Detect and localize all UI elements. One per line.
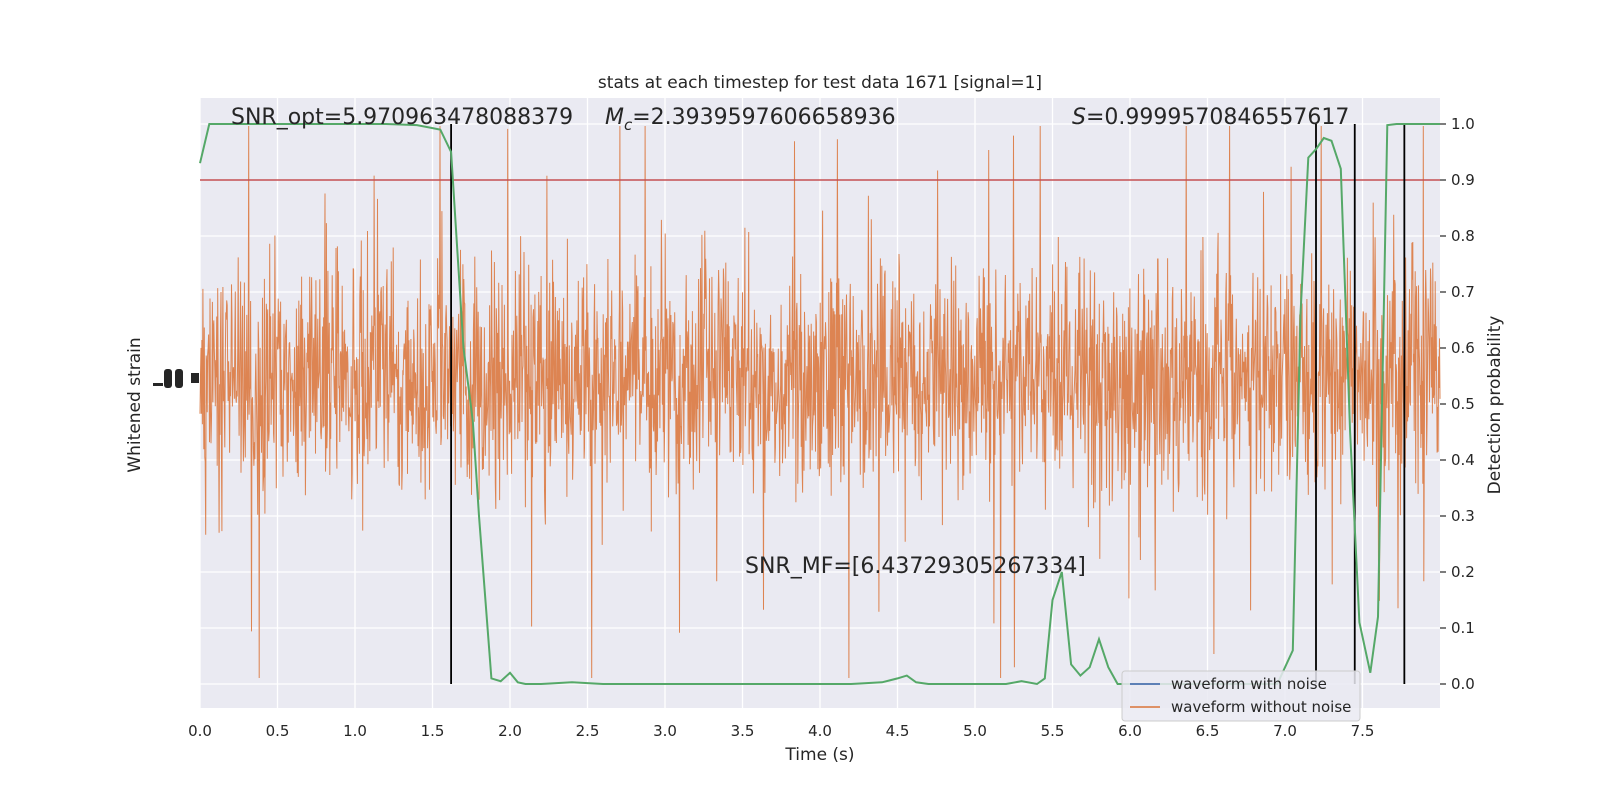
y-tick-label-6: 0.6: [1451, 339, 1475, 357]
x-tick-label-0: 0.0: [188, 722, 212, 740]
y-tick-label-5: 0.5: [1451, 395, 1475, 413]
left-y-axis-label: Whitened strain: [125, 337, 145, 472]
y-tick-label-8: 0.8: [1451, 227, 1475, 245]
legend: waveform with noise waveform without noi…: [1121, 670, 1361, 722]
x-tick-label-9: 4.5: [886, 722, 910, 740]
x-tick-label-13: 6.5: [1196, 722, 1220, 740]
x-tick-label-1: 0.5: [266, 722, 290, 740]
detection-probability-line: [199, 123, 1440, 686]
right-y-axis-ticks: 0.0 0.1 0.2 0.3 0.4 0.5 0.6 0.7 0.8 0.9 1.0: [1440, 115, 1475, 693]
x-tick-label-7: 3.5: [731, 722, 755, 740]
x-tick-label-3: 1.5: [421, 722, 445, 740]
x-axis-ticks: 0.0 0.5 1.0 1.5 2.0 2.5 3.0 3.5 4.0 4.5 5.0 5.5 6.0 6…: [188, 722, 1374, 740]
waveform-without-noise-trace: [199, 125, 1441, 679]
y-tick-label-4: 0.4: [1451, 451, 1475, 469]
x-tick-label-6: 3.0: [653, 722, 677, 740]
x-tick-label-11: 5.5: [1041, 722, 1065, 740]
y-tick-label-7: 0.7: [1451, 283, 1475, 301]
x-tick-label-12: 6.0: [1118, 722, 1142, 740]
chirp-mass-annotation: Mc=2.3939597606658936: [605, 105, 896, 134]
chart-title: stats at each timestep for test data 167…: [598, 73, 1042, 93]
x-tick-label-15: 7.5: [1351, 722, 1375, 740]
x-tick-label-5: 2.5: [576, 722, 600, 740]
left-axis-collapsed-ticks: [153, 369, 199, 388]
legend-label-with-noise: waveform with noise: [1171, 675, 1327, 693]
y-tick-label-2: 0.2: [1451, 563, 1475, 581]
snr-opt-annotation: SNR_opt=5.970963478088379: [231, 105, 573, 130]
strain-series: [199, 125, 1441, 679]
x-tick-label-2: 1.0: [343, 722, 367, 740]
x-tick-label-8: 4.0: [808, 722, 832, 740]
x-tick-label-10: 5.0: [963, 722, 987, 740]
x-axis-label: Time (s): [784, 745, 854, 765]
y-tick-label-9: 0.9: [1451, 171, 1475, 189]
y-tick-label-1: 0.1: [1451, 619, 1475, 637]
snr-mf-annotation: SNR_MF=[6.43729305267334]: [745, 554, 1086, 579]
legend-label-without-noise: waveform without noise: [1171, 698, 1351, 716]
x-tick-label-14: 7.0: [1273, 722, 1297, 740]
y-tick-label-0: 0.0: [1451, 675, 1475, 693]
vertical-marker-lines: [450, 124, 1406, 684]
right-y-axis-label: Detection probability: [1485, 316, 1505, 495]
s-annotation: S=0.9999570846557617: [1072, 105, 1349, 130]
y-tick-label-3: 0.3: [1451, 507, 1475, 525]
x-tick-label-4: 2.0: [498, 722, 522, 740]
y-tick-label-10: 1.0: [1451, 115, 1475, 133]
